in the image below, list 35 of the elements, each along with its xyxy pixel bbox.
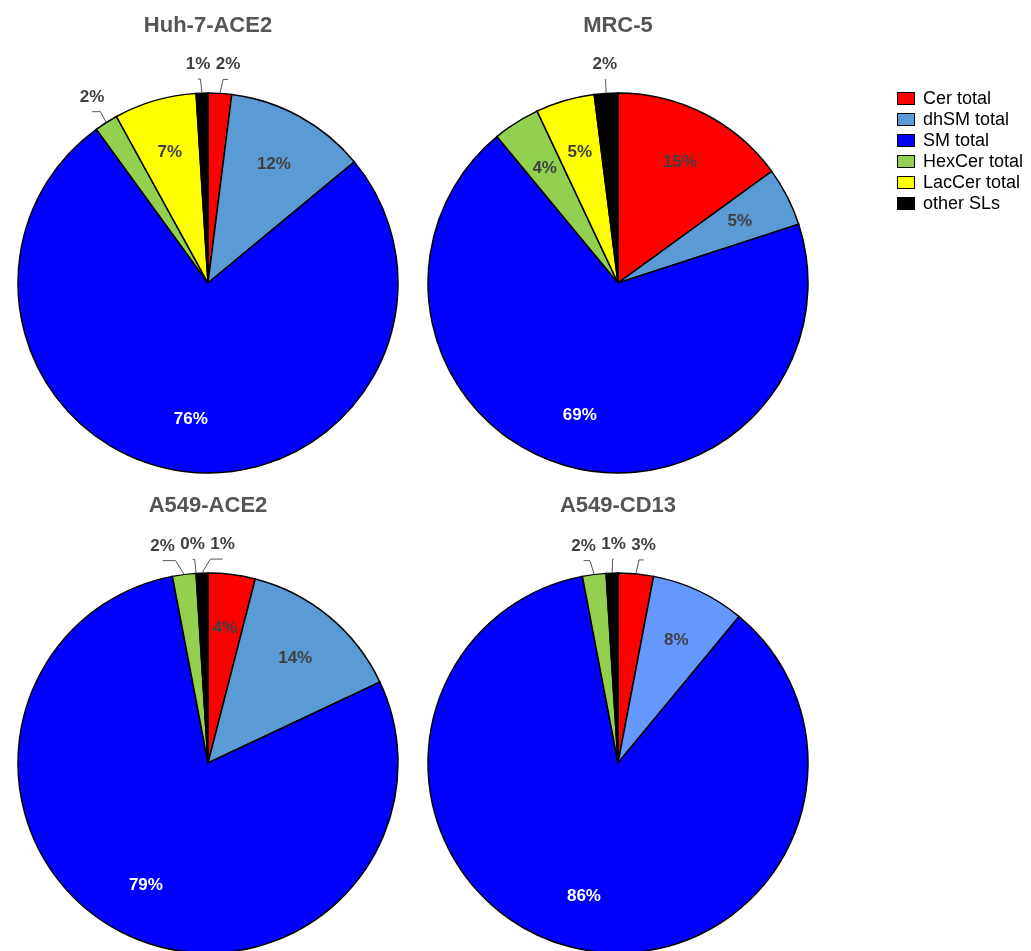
data-label: 2% — [79, 86, 105, 106]
data-label: 12% — [256, 153, 291, 173]
data-label: 86% — [566, 886, 601, 905]
data-label: 2% — [571, 535, 596, 555]
chart-title: MRC-5 — [582, 11, 654, 39]
data-label: 5% — [727, 211, 753, 231]
data-label: 4% — [532, 158, 557, 177]
chart-title: A549-ACE2 — [147, 491, 269, 519]
chart-title: A549-CD13 — [558, 491, 678, 519]
data-label: 1% — [210, 534, 235, 554]
legend-label: other SLs — [922, 193, 1000, 214]
pie-slice — [427, 575, 809, 951]
data-label: 15% — [663, 151, 698, 171]
legend-label: LacCer total — [922, 172, 1021, 193]
data-label: 4% — [212, 617, 238, 637]
data-label: 2% — [215, 54, 241, 74]
data-label: 1% — [185, 54, 211, 74]
data-label: 5% — [567, 142, 593, 162]
data-label: 76% — [173, 409, 208, 429]
data-label: 2% — [150, 535, 175, 555]
data-label: 1% — [601, 534, 626, 554]
data-label: 7% — [157, 142, 183, 162]
legend-label: dhSM total — [922, 109, 1009, 130]
pie-slice — [17, 575, 399, 951]
legend-label: Cer total — [922, 88, 991, 109]
data-label: 8% — [663, 629, 689, 649]
data-label: 2% — [592, 54, 618, 74]
legend-label: SM total — [922, 130, 989, 151]
legend-label: HexCer total — [922, 151, 1023, 172]
data-label: 79% — [128, 875, 163, 895]
data-label: 14% — [278, 648, 313, 668]
text: 0% — [180, 534, 205, 554]
chart-title: Huh-7-ACE2 — [142, 11, 274, 39]
data-label: 3% — [631, 534, 656, 554]
data-label: 69% — [562, 404, 597, 424]
